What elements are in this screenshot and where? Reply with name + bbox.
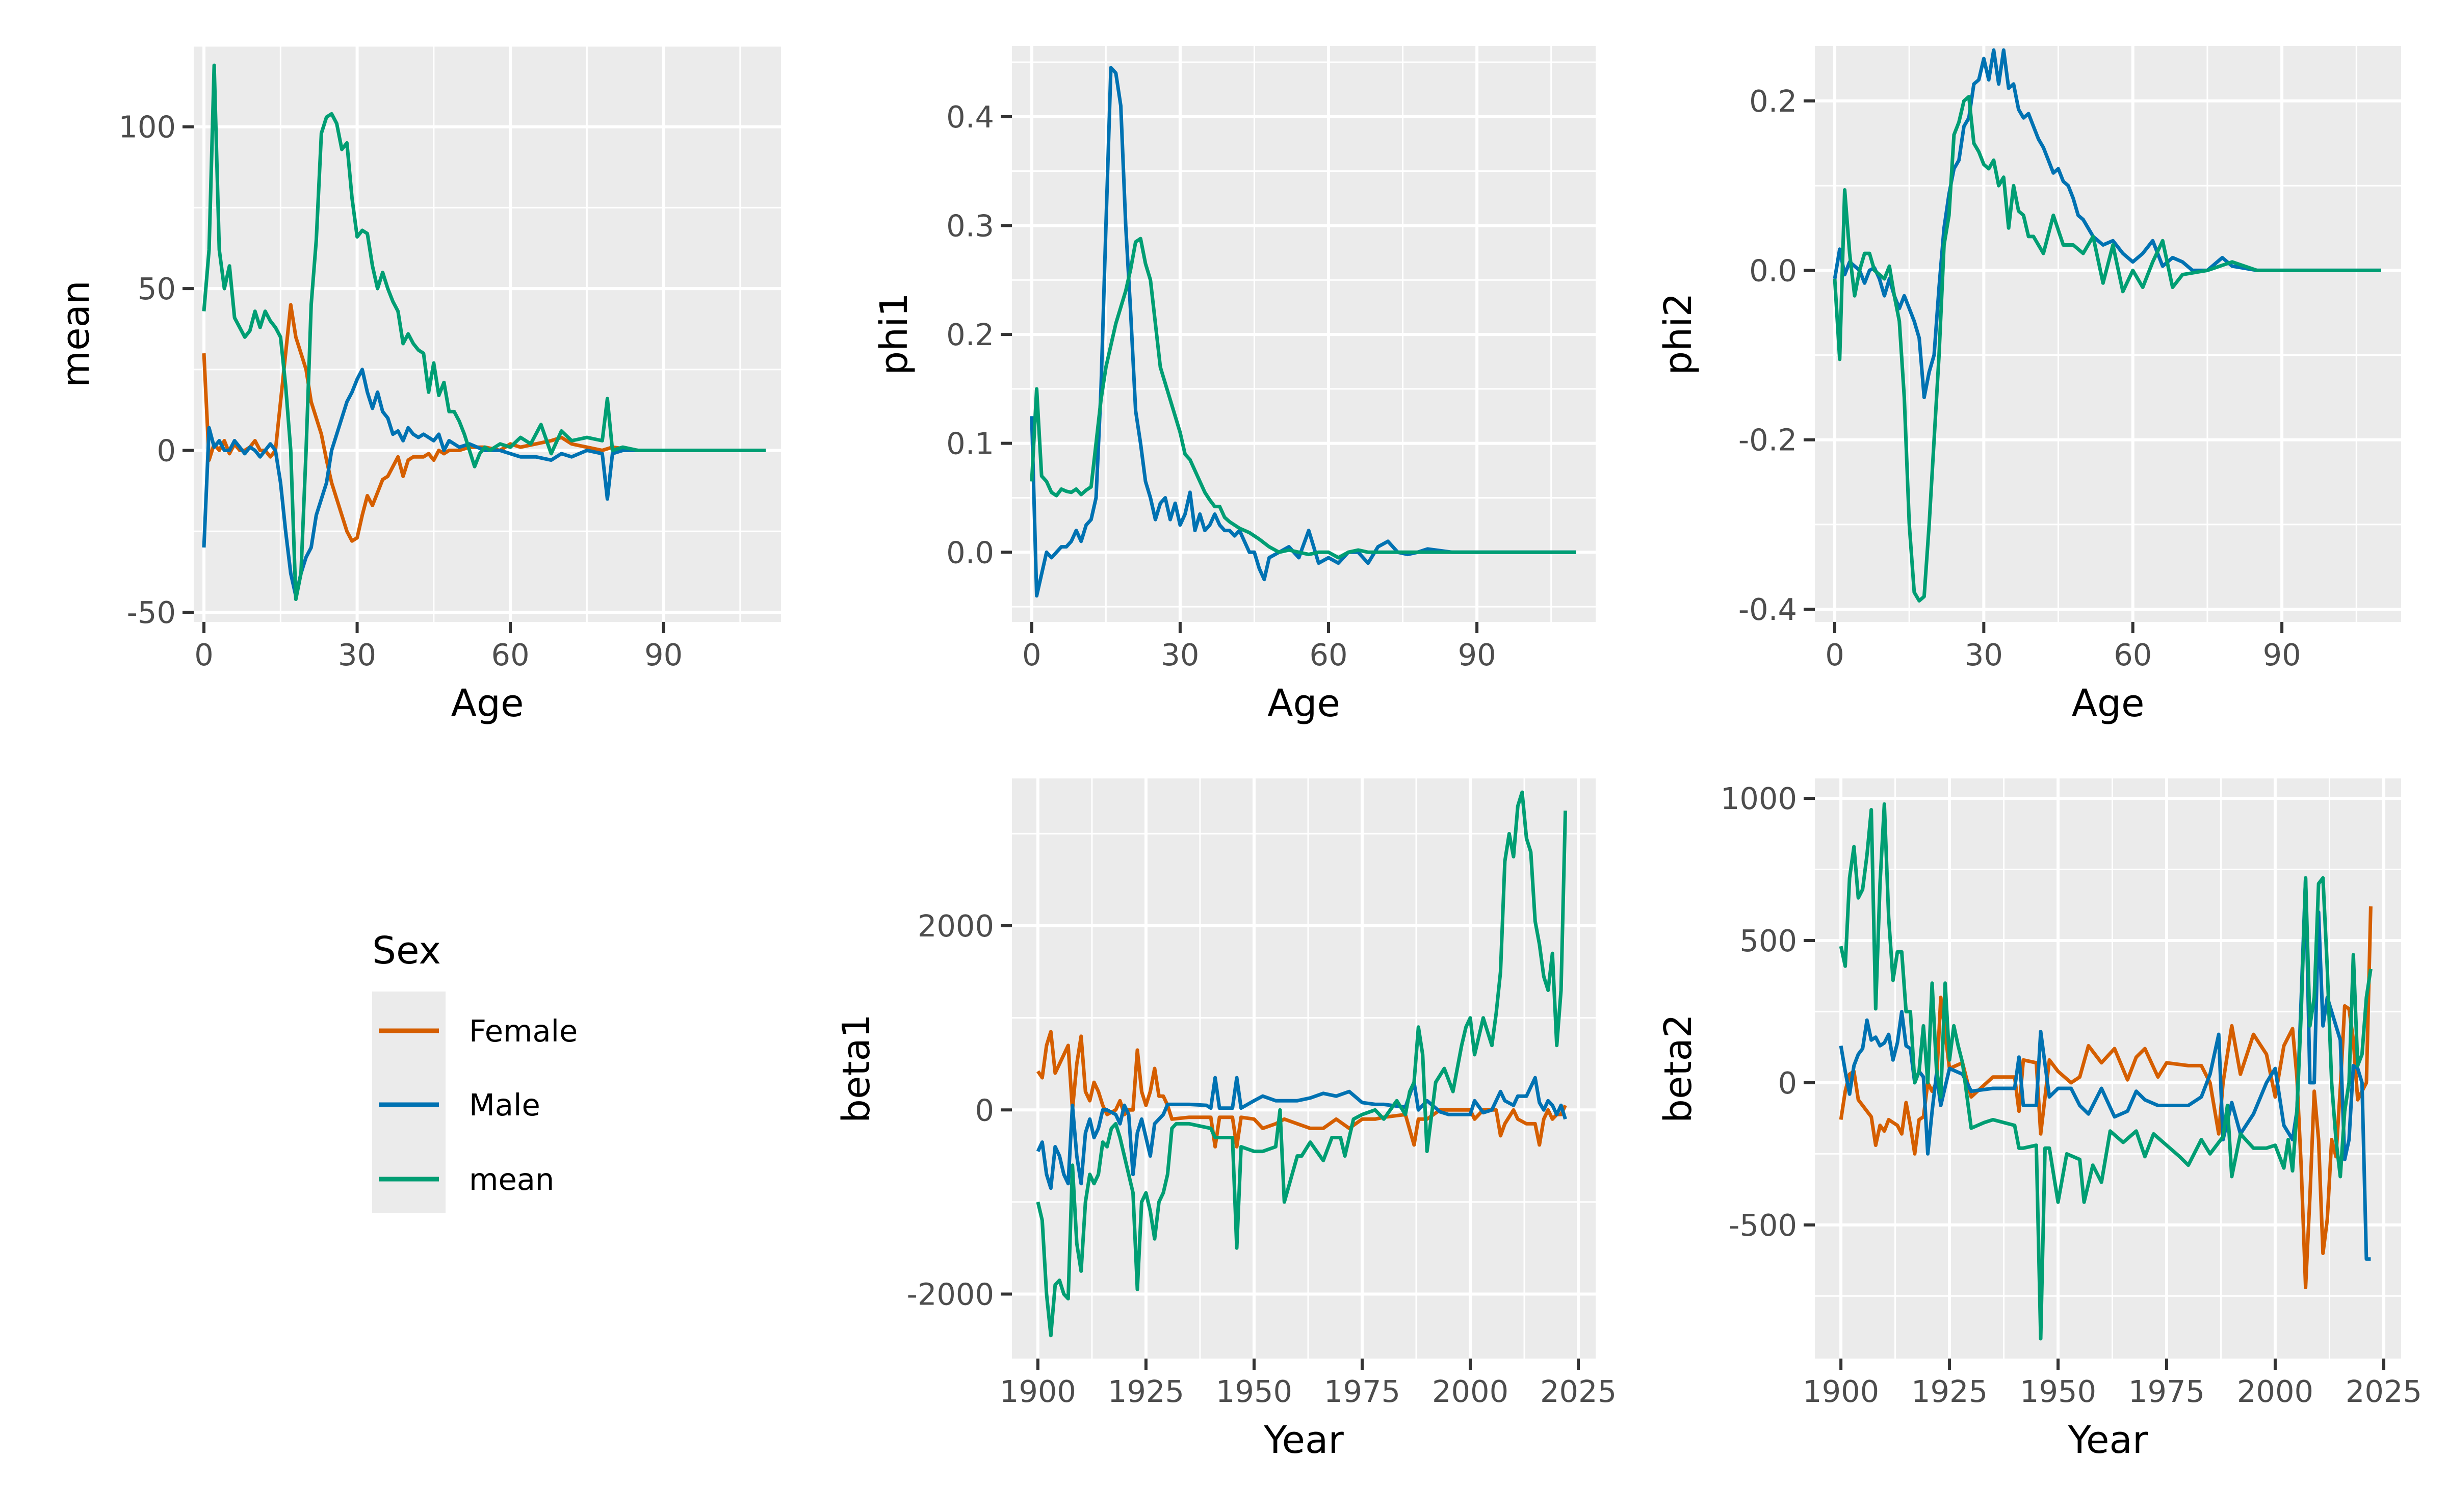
y-tick-label: 0 bbox=[975, 1092, 994, 1128]
y-tick-label: -0.2 bbox=[1738, 423, 1797, 458]
x-tick-label: 1925 bbox=[1108, 1374, 1184, 1409]
panel-background bbox=[1815, 46, 2401, 622]
x-tick-label: 0 bbox=[1825, 637, 1844, 672]
series-line-mean bbox=[1833, 95, 2381, 603]
y-tick-label: 500 bbox=[1739, 923, 1797, 958]
legend-label-female: Female bbox=[469, 1013, 578, 1049]
y-tick-label: 0 bbox=[157, 433, 176, 468]
x-tick-label: 1975 bbox=[2128, 1374, 2205, 1409]
x-axis-title: Year bbox=[1263, 1418, 1344, 1462]
y-tick-label: -50 bbox=[127, 595, 176, 630]
x-axis-title: Age bbox=[1267, 682, 1340, 725]
x-tick-label: 0 bbox=[1022, 637, 1042, 672]
series-line-female bbox=[1839, 906, 2373, 1289]
y-axis-title: beta1 bbox=[835, 1014, 878, 1123]
x-tick-label: 1950 bbox=[2020, 1374, 2096, 1409]
legend-label-mean: mean bbox=[469, 1162, 554, 1197]
panel-beta2: 1900 1925 1950 1975 2000 2025 -500 0 500 1000 Year… bbox=[1656, 778, 2422, 1462]
y-tick-label: 0.1 bbox=[946, 426, 994, 461]
x-tick-label: 1900 bbox=[1803, 1374, 1879, 1409]
y-tick-label: 0.2 bbox=[1749, 84, 1797, 119]
series-line-mean bbox=[1030, 237, 1576, 560]
series-line-male bbox=[1839, 876, 2371, 1261]
series-line-mean bbox=[1839, 802, 2373, 1341]
x-tick-label: 1925 bbox=[1911, 1374, 1988, 1409]
x-tick-label: 2000 bbox=[1432, 1374, 1508, 1409]
y-tick-label: 1000 bbox=[1721, 781, 1797, 816]
y-tick-label: 50 bbox=[138, 271, 176, 306]
panel-background bbox=[1012, 778, 1596, 1359]
x-tick-label: 1900 bbox=[1000, 1374, 1076, 1409]
x-axis-title: Age bbox=[2071, 682, 2144, 725]
panel-mean: 0 30 60 90 -50 0 50 100 Age mean bbox=[54, 45, 781, 725]
series-line-male bbox=[1036, 1076, 1567, 1190]
x-tick-label: 90 bbox=[644, 637, 683, 672]
y-tick-label: 0.0 bbox=[1749, 253, 1797, 288]
y-tick-label: 0 bbox=[1778, 1065, 1797, 1101]
x-tick-label: 60 bbox=[491, 637, 530, 672]
y-tick-label: 0.4 bbox=[946, 99, 994, 135]
legend: Sex Female Male mean bbox=[372, 929, 578, 1213]
y-tick-label: 0.2 bbox=[946, 317, 994, 352]
y-axis-title: phi1 bbox=[872, 293, 916, 375]
y-tick-label: 2000 bbox=[918, 908, 994, 944]
x-tick-label: 2025 bbox=[2346, 1374, 2422, 1409]
series-line-male bbox=[1030, 66, 1576, 598]
legend-key-background bbox=[372, 992, 446, 1213]
y-tick-label: -500 bbox=[1729, 1208, 1797, 1243]
x-tick-label: 1950 bbox=[1216, 1374, 1292, 1409]
x-tick-label: 60 bbox=[2114, 637, 2152, 672]
y-tick-label: 100 bbox=[118, 110, 176, 145]
y-axis-title: phi2 bbox=[1656, 293, 1700, 375]
panel-background bbox=[194, 46, 781, 622]
legend-label-male: Male bbox=[469, 1087, 540, 1123]
x-tick-label: 2000 bbox=[2237, 1374, 2313, 1409]
legend-entry-mean: mean bbox=[379, 1162, 554, 1197]
series-line-male bbox=[202, 368, 766, 598]
y-tick-label: 0.3 bbox=[946, 208, 994, 243]
legend-entry-male: Male bbox=[379, 1087, 540, 1123]
x-tick-label: 1975 bbox=[1324, 1374, 1400, 1409]
y-tick-label: 0.0 bbox=[946, 535, 994, 570]
x-tick-label: 2025 bbox=[1540, 1374, 1617, 1409]
x-axis-title: Year bbox=[2068, 1418, 2148, 1462]
panel-phi2: 0 30 60 90 -0.4 -0.2 0.0 0.2 Age phi2 bbox=[1656, 46, 2401, 725]
x-tick-label: 90 bbox=[1458, 637, 1496, 672]
y-tick-label: -2000 bbox=[907, 1277, 994, 1312]
series-line-mean bbox=[202, 63, 766, 602]
x-tick-label: 30 bbox=[1161, 637, 1199, 672]
panel-phi1: 0 30 60 90 0.0 0.1 0.2 0.3 0.4 Age phi1 bbox=[872, 46, 1596, 725]
x-tick-label: 60 bbox=[1309, 637, 1347, 672]
legend-entry-female: Female bbox=[379, 1013, 578, 1049]
x-axis-title: Age bbox=[451, 682, 524, 725]
x-tick-label: 30 bbox=[1965, 637, 2003, 672]
panel-beta1: 1900 1925 1950 1975 2000 2025 -2000 0 2000 Year be… bbox=[835, 778, 1617, 1462]
x-tick-label: 90 bbox=[2263, 637, 2301, 672]
y-axis-title: beta2 bbox=[1656, 1014, 1700, 1123]
legend-title: Sex bbox=[372, 929, 441, 973]
y-tick-label: -0.4 bbox=[1738, 592, 1797, 627]
series-line-mean bbox=[1036, 790, 1568, 1338]
x-tick-label: 30 bbox=[338, 637, 376, 672]
y-axis-title: mean bbox=[54, 280, 98, 387]
series-line-female bbox=[1036, 1030, 1567, 1149]
x-tick-label: 0 bbox=[194, 637, 214, 672]
